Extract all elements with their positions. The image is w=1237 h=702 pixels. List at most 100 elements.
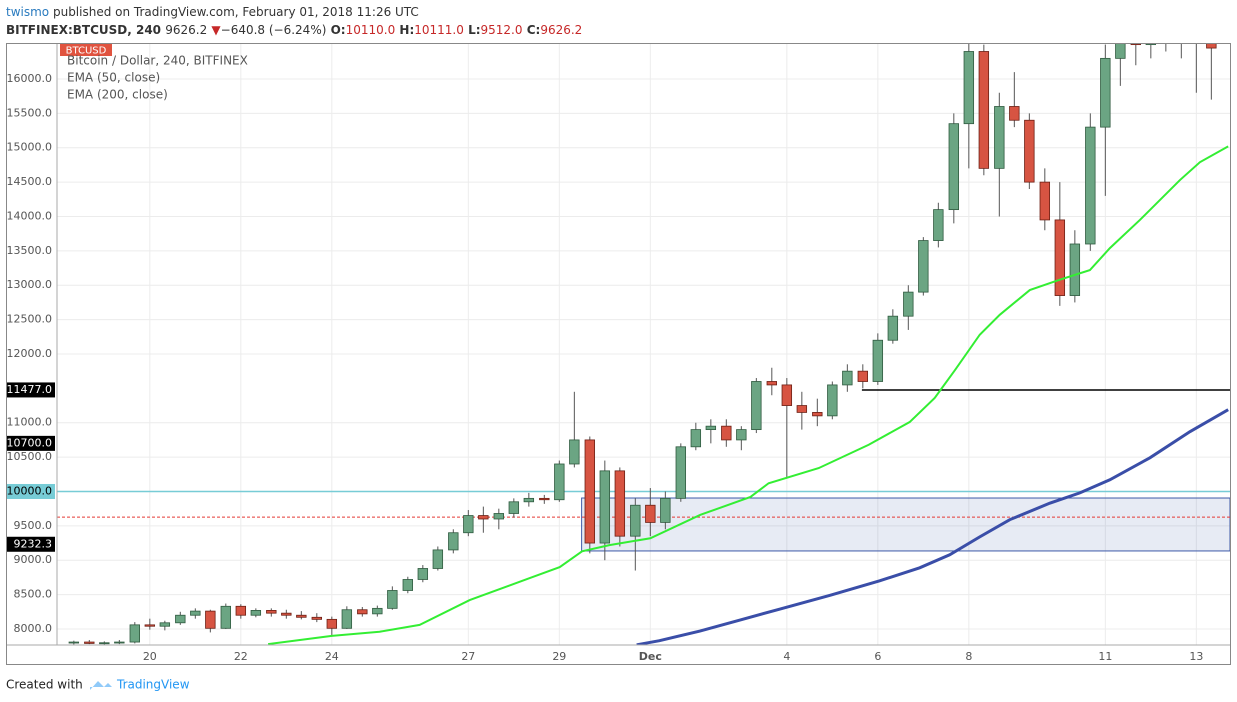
candle-body: [796, 405, 808, 413]
candle-body: [372, 607, 383, 615]
plot-area: [57, 24, 1230, 645]
y-tick-label: 8000.0: [14, 622, 53, 635]
price-label: 10700.0: [7, 436, 53, 449]
y-tick-label: 13500.0: [7, 244, 53, 257]
frame: [6, 43, 1231, 665]
candle-body: [99, 642, 110, 645]
x-tick-label: 20: [143, 650, 157, 663]
ohlc-label: C:: [527, 23, 541, 37]
candle-body: [781, 384, 793, 406]
candle-body: [523, 497, 535, 503]
symbol-tag: BTCUSD: [66, 46, 107, 57]
candle-body: [220, 605, 232, 629]
candle-body: [114, 641, 125, 644]
candle-body: [1069, 243, 1081, 296]
symbol-tag-box: [60, 44, 112, 56]
candle-body: [1085, 126, 1096, 245]
candle-body: [554, 463, 565, 501]
candle-body: [129, 624, 141, 643]
candle-body: [84, 641, 95, 644]
price-label: 11477.0: [7, 383, 53, 396]
y-tick-label: 8500.0: [14, 588, 53, 601]
candle-body: [963, 51, 975, 125]
ohlc-value: 10110.0: [346, 23, 396, 37]
candle-body: [766, 381, 778, 386]
x-tick-label: 24: [325, 650, 339, 663]
candle-body: [205, 610, 216, 629]
candle-body: [887, 315, 899, 341]
zone: [581, 497, 1230, 552]
candle-body: [1024, 119, 1035, 183]
price-label-box: [7, 382, 55, 398]
ohlc-value: 9512.0: [481, 23, 523, 37]
candle-body: [493, 513, 505, 520]
candle-body: [584, 439, 596, 544]
y-tick-label: 9500.0: [14, 519, 53, 532]
x-tick-label: 4: [783, 650, 790, 663]
author[interactable]: twismo: [6, 5, 49, 19]
candle-body: [235, 605, 247, 616]
y-tick-label: 14500.0: [7, 175, 53, 188]
brand-link[interactable]: TradingView: [116, 678, 190, 692]
candle-body: [903, 291, 914, 317]
footer-text: Created with: [6, 678, 83, 692]
candle-body: [948, 123, 960, 211]
candle-body: [175, 614, 186, 624]
symbol: BITFINEX:BTCUSD, 240: [6, 23, 161, 37]
candle-body: [736, 429, 747, 441]
candle-body: [978, 51, 990, 169]
y-tick-label: 13000.0: [7, 278, 53, 291]
candle-body: [463, 515, 474, 534]
y-tick-label: 12000.0: [7, 347, 53, 360]
change: −640.8 (−6.24%): [221, 23, 327, 37]
candle-body: [68, 641, 80, 644]
y-tick-label: 9000.0: [14, 553, 53, 566]
x-tick-label: Dec: [639, 650, 662, 663]
candle-body: [857, 370, 869, 382]
candle-body: [994, 106, 1005, 169]
y-tick-label: 12500.0: [7, 313, 53, 326]
candle-body: [1100, 57, 1111, 128]
ohlc-label: L:: [468, 23, 480, 37]
candle-body: [645, 504, 656, 523]
x-tick-label: 29: [552, 650, 566, 663]
y-tick-label: 11000.0: [7, 416, 53, 429]
candle-body: [1145, 44, 1157, 46]
candle-body: [614, 470, 626, 537]
candle-body: [599, 470, 611, 544]
price-label: 9232.3: [14, 537, 53, 550]
legend-entry: EMA (50, close): [67, 71, 160, 85]
candle-body: [1054, 219, 1066, 296]
candle-body: [751, 381, 762, 431]
arrow: ▼: [211, 23, 221, 37]
candle-body: [705, 425, 717, 431]
candle-body: [296, 614, 307, 618]
candle-body: [842, 370, 853, 386]
candle-body: [1177, 24, 1187, 38]
candle-body: [812, 412, 823, 417]
candle-body: [448, 532, 459, 551]
candle-body: [478, 515, 489, 520]
candle-body: [144, 624, 156, 627]
candle-body: [721, 425, 732, 441]
chart: 8000.0 8500.0 9000.0 9500.0 10500.0 11000.0 12…: [7, 24, 1230, 663]
candle-body: [341, 609, 353, 629]
candle-body: [357, 609, 368, 615]
ema-line: [267, 145, 1229, 645]
candle-body: [402, 579, 414, 591]
candle-body: [1009, 106, 1020, 121]
candle-body: [1130, 44, 1142, 46]
y-tick-label: 10500.0: [7, 450, 53, 463]
candle-body: [311, 616, 323, 620]
logo: [90, 681, 112, 690]
candle-body: [1039, 181, 1051, 221]
ohlc-label: H:: [399, 23, 414, 37]
x-tick-label: 11: [1098, 650, 1112, 663]
x-tick-label: 6: [874, 650, 881, 663]
y-tick-label: 15000.0: [7, 141, 53, 154]
published: published on TradingView.com, February 0…: [53, 5, 419, 19]
price-label-box: [7, 483, 55, 499]
candle-body: [872, 339, 884, 382]
price-label-box: [7, 536, 55, 552]
